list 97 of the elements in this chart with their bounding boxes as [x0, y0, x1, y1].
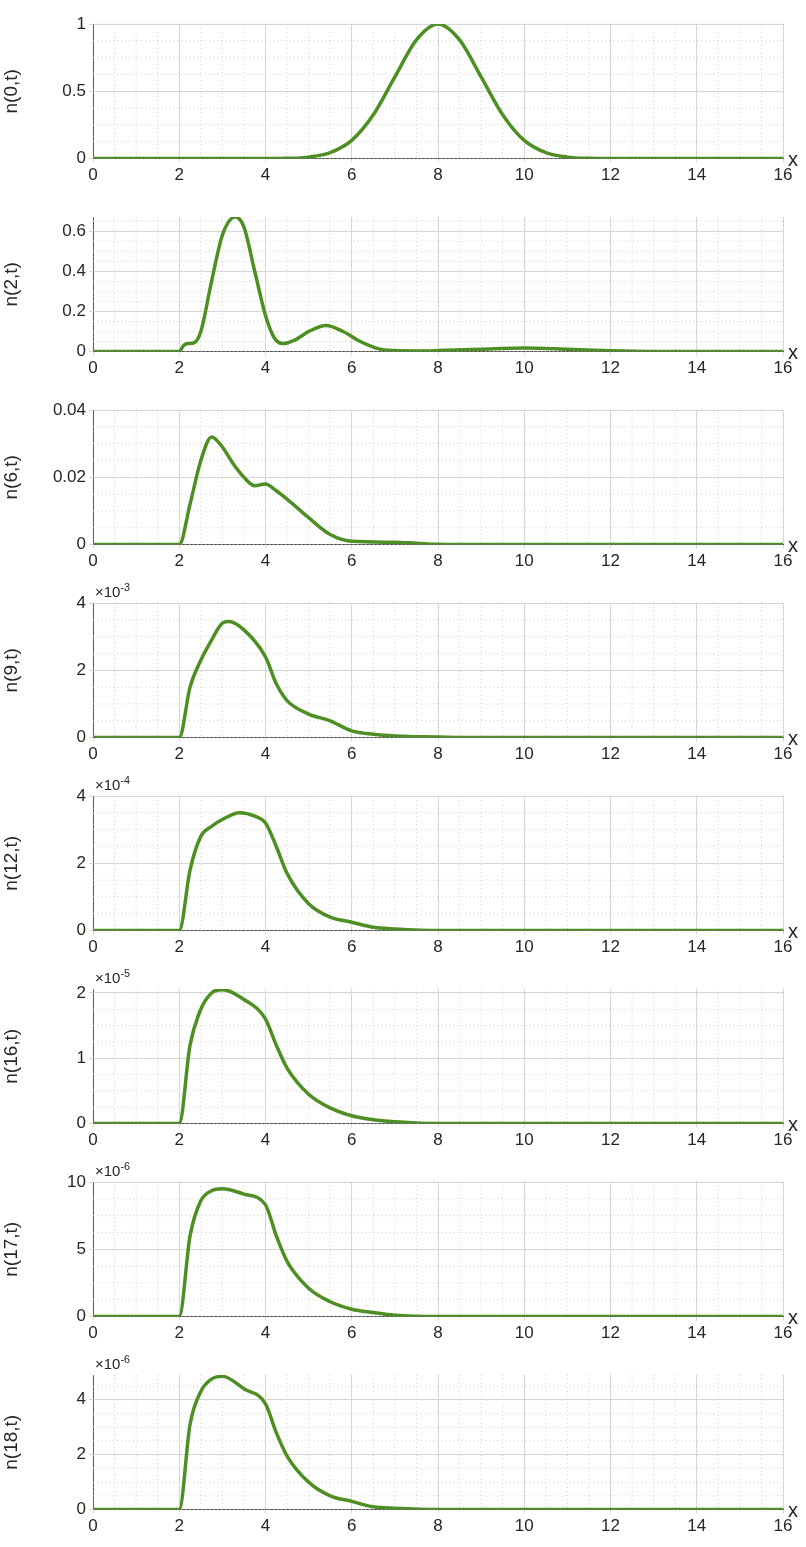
y-tick-label: 2 [76, 1444, 86, 1464]
x-tick-label: 16 [773, 551, 793, 571]
x-tick-label: 4 [260, 1130, 271, 1150]
x-tick-label: 12 [601, 1516, 620, 1536]
y-tick-label: 2 [76, 659, 86, 679]
y-tick-label: 0 [76, 1306, 86, 1326]
x-tick-label: 14 [687, 551, 707, 571]
x-tick-label: 6 [347, 1130, 357, 1150]
y-tick-label: 0.6 [62, 220, 86, 240]
x-tick-label: 16 [773, 1323, 793, 1343]
x-tick-label: 12 [601, 165, 620, 185]
y-tick-label: 4 [76, 592, 86, 612]
x-tick-label: 8 [433, 358, 443, 378]
x-tick-label: 14 [687, 1130, 707, 1150]
x-tick-label: 14 [687, 165, 707, 185]
y-tick-label: 0 [76, 727, 86, 747]
y-tick-label: 0.4 [62, 260, 86, 280]
x-tick-label: 4 [260, 937, 271, 957]
x-tick-label: 8 [433, 165, 443, 185]
y-tick-label: 0.2 [62, 301, 86, 321]
x-tick-label: 10 [514, 358, 534, 378]
x-tick-label: 2 [174, 1516, 184, 1536]
y-tick-label: 0 [76, 920, 86, 940]
x-tick-label: 4 [260, 551, 271, 571]
x-tick-label: 14 [687, 937, 707, 957]
x-tick-label: 14 [687, 358, 707, 378]
x-tick-label: 16 [773, 165, 793, 185]
y-tick-label: 0.04 [52, 399, 86, 419]
x-tick-label: 4 [260, 1516, 271, 1536]
x-tick-label: 10 [514, 1516, 534, 1536]
x-tick-label: 8 [433, 937, 443, 957]
x-tick-label: 8 [433, 551, 443, 571]
x-tick-label: 2 [174, 744, 184, 764]
x-tick-label: 12 [601, 1130, 620, 1150]
x-tick-label: 14 [687, 744, 707, 764]
x-tick-label: 6 [347, 551, 357, 571]
x-tick-label: 12 [601, 1323, 620, 1343]
x-tick-label: 6 [347, 1323, 357, 1343]
x-tick-label: 8 [433, 1516, 443, 1536]
x-tick-label: 6 [347, 744, 357, 764]
y-axis-title: n(6,t) [0, 455, 21, 500]
y-tick-label: 0 [76, 1113, 86, 1133]
y-tick-label: 0 [76, 148, 86, 168]
y-tick-label: 1 [76, 13, 86, 33]
x-tick-label: 6 [347, 937, 357, 957]
y-tick-label: 4 [76, 785, 86, 805]
x-tick-label: 4 [260, 1323, 271, 1343]
y-tick-label: 0 [76, 1499, 86, 1519]
x-tick-label: 16 [773, 1516, 793, 1536]
y-tick-label: 5 [76, 1238, 86, 1258]
x-tick-label: 12 [601, 744, 620, 764]
y-tick-label: 0.02 [52, 466, 86, 486]
x-tick-label: 2 [174, 1323, 184, 1343]
x-tick-label: 4 [260, 744, 271, 764]
x-tick-label: 2 [174, 358, 184, 378]
x-tick-label: 16 [773, 744, 793, 764]
x-tick-label: 12 [601, 551, 620, 571]
y-tick-label: 1 [76, 1047, 86, 1067]
x-tick-label: 6 [347, 1516, 357, 1536]
x-tick-label: 8 [433, 744, 443, 764]
x-tick-label: 16 [773, 358, 793, 378]
x-tick-label: 10 [514, 744, 534, 764]
x-tick-label: 6 [347, 358, 357, 378]
y-axis-title: n(18,t) [0, 1414, 21, 1470]
x-tick-label: 2 [174, 937, 184, 957]
x-tick-label: 10 [514, 165, 534, 185]
x-tick-label: 2 [174, 165, 184, 185]
y-tick-label: 2 [76, 982, 86, 1002]
x-tick-label: 2 [174, 1130, 184, 1150]
y-tick-label: 4 [76, 1389, 86, 1409]
y-tick-label: 10 [67, 1171, 86, 1191]
y-axis-title: n(2,t) [0, 262, 21, 307]
y-axis-title: n(17,t) [0, 1221, 21, 1277]
x-tick-label: 12 [601, 358, 620, 378]
x-tick-label: 14 [687, 1516, 707, 1536]
x-tick-label: 10 [514, 937, 534, 957]
x-tick-label: 2 [174, 551, 184, 571]
x-tick-label: 16 [773, 937, 793, 957]
y-tick-label: 0 [76, 341, 86, 361]
x-tick-label: 8 [433, 1130, 443, 1150]
x-tick-label: 10 [514, 551, 534, 571]
x-tick-label: 14 [687, 1323, 707, 1343]
x-tick-label: 12 [601, 937, 620, 957]
x-tick-label: 10 [514, 1323, 534, 1343]
y-axis-title: n(0,t) [0, 69, 21, 114]
y-axis-title: n(9,t) [0, 648, 21, 693]
x-tick-label: 4 [260, 358, 271, 378]
x-tick-label: 16 [773, 1130, 793, 1150]
y-axis-title: n(16,t) [0, 1028, 21, 1084]
y-tick-label: 0 [76, 534, 86, 554]
x-tick-label: 8 [433, 1323, 443, 1343]
y-tick-label: 0.5 [62, 80, 86, 100]
x-tick-label: 6 [347, 165, 357, 185]
y-axis-title: n(12,t) [0, 835, 21, 891]
y-tick-label: 2 [76, 852, 86, 872]
x-tick-label: 4 [260, 165, 271, 185]
x-tick-label: 10 [514, 1130, 534, 1150]
